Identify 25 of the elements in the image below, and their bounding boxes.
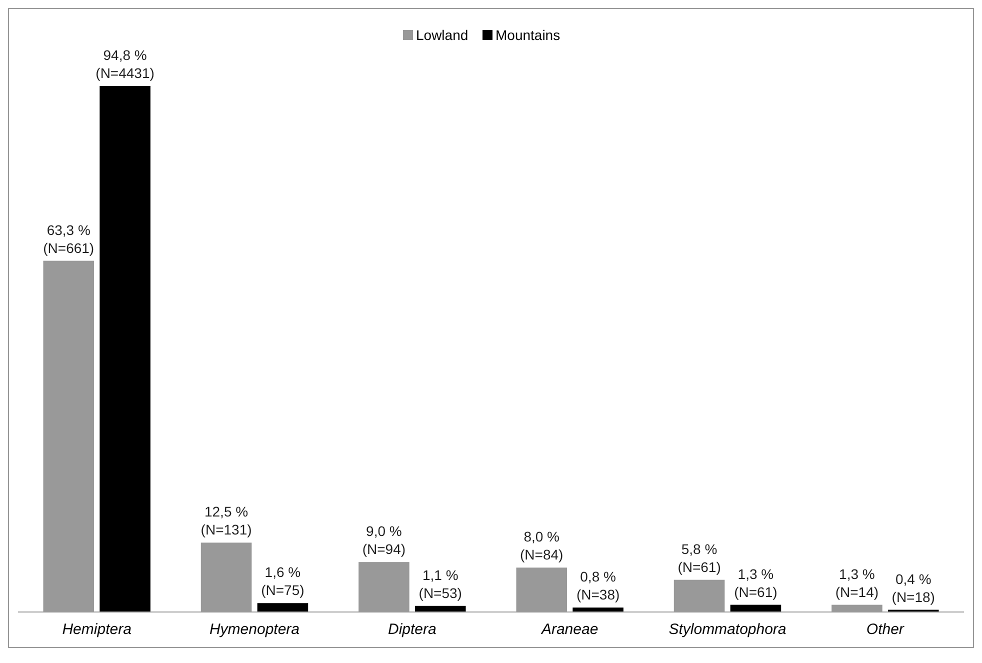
data-label: 0,8 % (N=38) <box>576 568 620 603</box>
bar <box>730 604 782 612</box>
bar <box>257 603 308 612</box>
x-tick-label: Araneae <box>540 621 598 638</box>
x-tick-label: Stylommatophora <box>668 621 786 638</box>
x-tick-label: Hemiptera <box>62 621 132 638</box>
data-label: 12,5 % (N=131) <box>200 504 252 538</box>
data-label: 1,3 % (N=14) <box>835 566 879 600</box>
x-tick-label: Hymenoptera <box>209 621 300 638</box>
bar <box>414 606 466 612</box>
data-label: 1,6 % (N=75) <box>261 564 304 598</box>
data-label: 9,0 % (N=94) <box>362 523 406 558</box>
bar <box>100 86 150 612</box>
bar <box>572 608 624 612</box>
x-tick-label: Diptera <box>388 621 436 638</box>
legend-label: Mountains <box>496 27 560 43</box>
data-label: 94,8 % (N=4431) <box>96 47 154 81</box>
data-label: 5,8 % (N=61) <box>678 540 721 575</box>
x-tick-label: Other <box>866 621 905 638</box>
data-label: 63,3 % (N=661) <box>43 222 94 256</box>
data-label: 1,3 % (N=61) <box>734 566 778 600</box>
data-label: 0,4 % (N=18) <box>892 570 935 605</box>
data-label: 1,1 % (N=53) <box>418 566 462 601</box>
legend-label: Lowland <box>416 27 468 43</box>
data-label: 8,0 % (N=84) <box>520 528 564 563</box>
